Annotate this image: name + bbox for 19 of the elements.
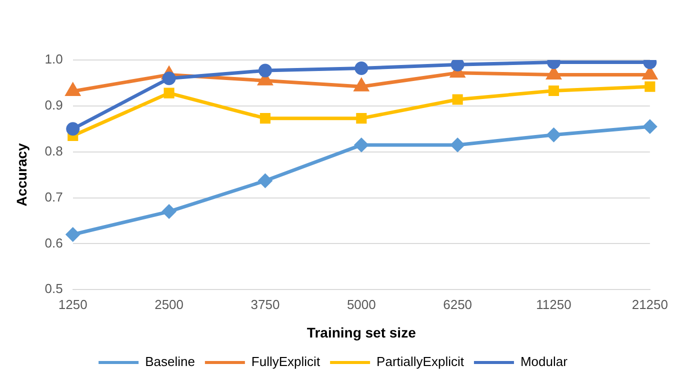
x-tick-label: 3750 [250, 296, 280, 312]
legend-label: Modular [520, 354, 568, 370]
x-tick-label: 21250 [632, 296, 668, 312]
y-tick-label: 0.5 [44, 281, 63, 296]
x-tick-label: 2500 [154, 296, 184, 312]
y-tick-label: 0.9 [44, 98, 63, 112]
y-tick-label: 1.0 [44, 52, 63, 67]
y-tick-label: 0.7 [44, 189, 63, 204]
x-axis-title: Training set size [306, 324, 416, 340]
y-tick-label: 0.8 [44, 143, 63, 158]
legend-label: Baseline [145, 354, 195, 370]
x-tick-label: 5000 [346, 296, 376, 312]
legend-label: PartiallyExplicit [376, 354, 464, 370]
x-tick-label: 6250 [443, 296, 472, 312]
legend-label: FullyExplicit [251, 354, 320, 370]
x-tick-label: 1250 [58, 296, 88, 312]
x-tick-label: 11250 [536, 296, 572, 312]
y-tick-label: 0.6 [44, 235, 63, 250]
y-axis-title: Accuracy [13, 143, 30, 206]
